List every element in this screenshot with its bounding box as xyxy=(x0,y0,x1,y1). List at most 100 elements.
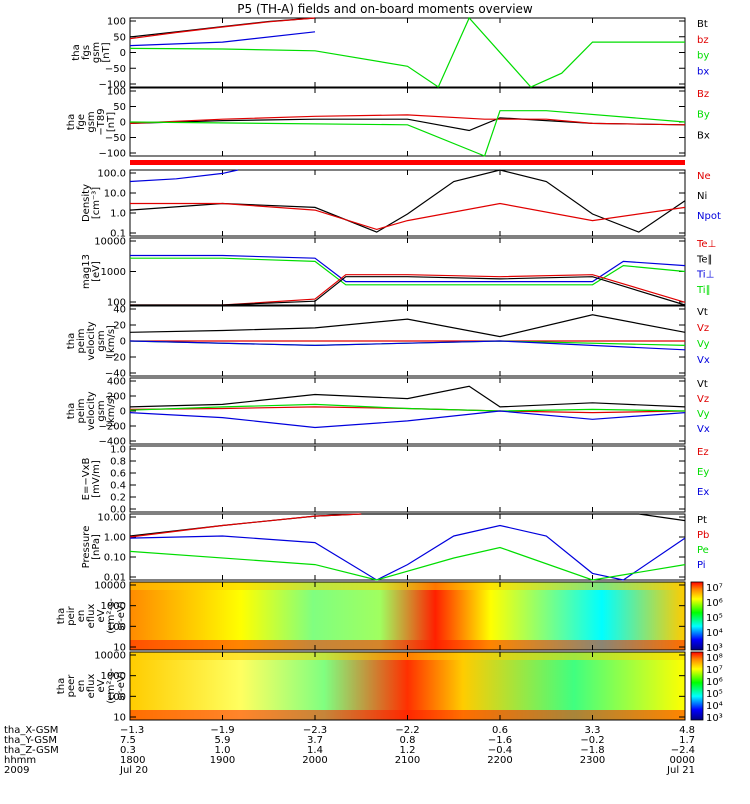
footer-value: 0.8 xyxy=(400,735,416,746)
footer-row-label: tha_Z-GSM xyxy=(4,745,59,756)
y-tick-label: −100 xyxy=(99,149,126,160)
panel-fge: 100 50 0 −50 −100 tha fge gsm −T89 [nT] Bz By Bx xyxy=(66,87,710,160)
y-tick-label: 10 xyxy=(113,643,126,654)
legend-Pb: Pb xyxy=(697,530,709,541)
series-fgs-bx xyxy=(129,31,316,47)
series-velocity_e-Vx xyxy=(129,340,686,351)
panel-frame xyxy=(129,237,686,306)
spectrogram-peer xyxy=(130,652,685,720)
y-tick-label: 100.0 xyxy=(97,169,126,180)
y-axis-label-line: Density xyxy=(81,184,92,222)
y-tick-label: 200 xyxy=(107,392,126,403)
legend-Npot: Npot xyxy=(697,211,721,222)
series-density-Ne xyxy=(130,202,686,231)
y-tick-label: 0 xyxy=(120,48,126,59)
y-tick-label: 1000 xyxy=(101,601,126,612)
series-density-Npot xyxy=(129,169,239,183)
panel-peir: 10⁷ 10⁶ 10⁵ 10⁴ 10³ 10000 1000 100 10 tha peir en ef… xyxy=(56,581,723,655)
legend-Vz: Vz xyxy=(697,323,709,334)
legend-Ne: Ne xyxy=(697,171,711,182)
y-axis-label-line: tha xyxy=(71,44,82,60)
y-tick-label: 20 xyxy=(113,321,126,332)
legend-By: By xyxy=(697,110,710,121)
footer-value: 0.6 xyxy=(492,725,508,736)
colorbar-label: 10⁷ xyxy=(706,583,723,594)
footer-value: −1.6 xyxy=(488,735,512,746)
series-temperature-Te∥ xyxy=(130,276,686,306)
y-axis-label-line: fgs xyxy=(81,45,92,60)
y-tick-label: 100 xyxy=(107,87,126,98)
colorbar-label: 10⁴ xyxy=(706,628,723,639)
colorbar-label: 10⁵ xyxy=(706,689,723,700)
footer-value: 4.8 xyxy=(679,725,695,736)
footer-value: 0000 xyxy=(670,755,695,766)
series-velocity_i-Vy xyxy=(129,403,686,412)
colorbar-label: 10⁶ xyxy=(706,677,723,688)
y-tick-label: 1.0 xyxy=(110,445,126,456)
footer-value: 1800 xyxy=(120,755,145,766)
y-tick-label: 10000 xyxy=(94,237,126,248)
legend-Vt: Vt xyxy=(697,379,708,390)
y-tick-label: −200 xyxy=(99,422,126,433)
footer-value: 1.2 xyxy=(400,745,416,756)
panel-frame xyxy=(129,445,686,513)
panel-velocity_e: 40 20 0 −20 −40 tha peim velocity gsm [km/s] Vt Vz V… xyxy=(66,305,710,380)
y-tick-label: −100 xyxy=(99,80,126,91)
y-tick-label: 0 xyxy=(120,118,126,129)
series-temperature-Ti∥ xyxy=(130,257,686,286)
footer-value: Jul 21 xyxy=(666,765,695,776)
colorbar xyxy=(690,581,704,651)
footer-value: 1.0 xyxy=(215,745,231,756)
y-axis-label-line: tha xyxy=(66,114,77,130)
y-tick-label: −40 xyxy=(105,369,126,380)
y-tick-label: 10.0 xyxy=(104,189,126,200)
footer-value: −1.8 xyxy=(580,745,604,756)
y-axis-label: E=−VxB [mV/m] xyxy=(81,458,102,501)
legend-Ti⊥: Ti⊥ xyxy=(696,270,714,281)
y-axis-label-line: velocity xyxy=(86,391,97,430)
y-tick-label: 0 xyxy=(120,337,126,348)
y-axis-label-line: [nT] xyxy=(106,112,117,132)
footer-value: −1.3 xyxy=(120,725,144,736)
legend-Pe: Pe xyxy=(697,545,709,556)
y-axis-label-line: [nT] xyxy=(101,42,112,62)
colorbar-label: 10⁴ xyxy=(706,701,723,712)
y-axis-label-line: E=−VxB xyxy=(81,458,92,501)
panel-frame xyxy=(129,87,686,157)
series-temperature-Ti⊥ xyxy=(130,254,686,283)
y-tick-label: 100 xyxy=(107,298,126,309)
series-fgs-by xyxy=(129,16,685,88)
legend-Te⊥: Te⊥ xyxy=(696,239,716,250)
legend-Bt: Bt xyxy=(697,19,708,30)
footer-value: 2100 xyxy=(395,755,420,766)
y-axis-label-line: eflux xyxy=(86,604,97,629)
y-axis-label-line: [mV/m] xyxy=(91,460,102,498)
y-axis-label: tha peim velocity gsm [km/s] xyxy=(66,391,117,430)
y-tick-label: 0 xyxy=(120,407,126,418)
colorbar-label: 10⁷ xyxy=(706,665,723,676)
y-axis-label-line: velocity xyxy=(86,321,97,360)
y-tick-label: 0.4 xyxy=(110,481,126,492)
y-tick-label: 1000 xyxy=(101,671,126,682)
y-tick-label: 0.1 xyxy=(110,229,126,240)
y-tick-label: 100 xyxy=(107,622,126,633)
footer-value: 1.4 xyxy=(307,745,323,756)
series-density-Ni xyxy=(129,169,686,233)
y-tick-label: −50 xyxy=(105,133,126,144)
y-axis-label: tha peir en eflux eV (cm²-s-sr-eV) xyxy=(56,598,127,634)
y-axis-label-line: −T89 xyxy=(96,108,107,135)
y-axis-label-line: en xyxy=(76,610,87,623)
spectrogram-peir xyxy=(130,582,685,650)
series-pressure-Pi xyxy=(129,524,686,581)
y-axis-label-line: [km/s] xyxy=(106,395,117,427)
y-tick-label: −400 xyxy=(99,437,126,448)
y-tick-label: −50 xyxy=(105,64,126,75)
series-fge-Bz xyxy=(129,114,686,126)
y-tick-label: 0.01 xyxy=(104,573,126,584)
legend-by: by xyxy=(697,51,709,62)
colorbar xyxy=(690,651,704,721)
series-fgs-bz xyxy=(129,17,316,40)
